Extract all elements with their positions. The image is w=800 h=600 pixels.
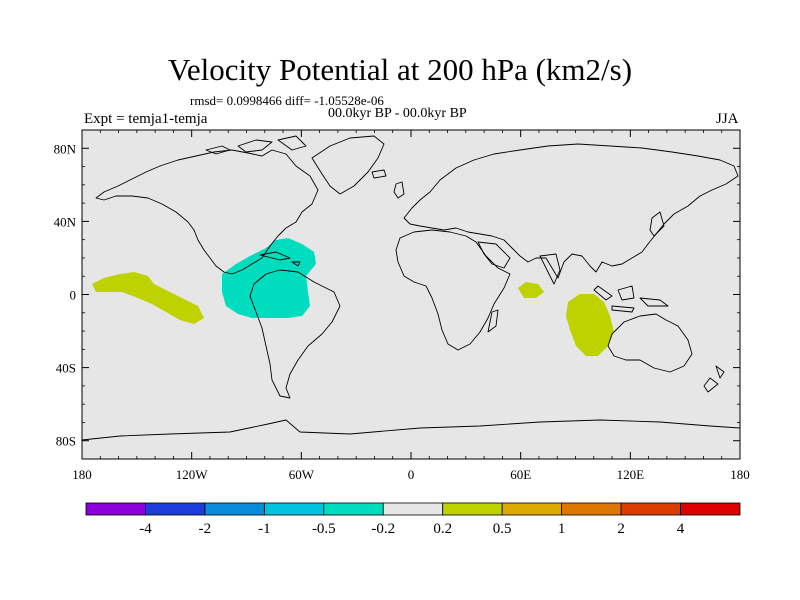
coastline-arctic-islands [205, 135, 307, 155]
lon-tick-label: 60W [289, 467, 315, 482]
coastline-south-america [249, 269, 341, 399]
colorbar-label: 2 [617, 521, 625, 537]
colorbar-swatch [263, 502, 325, 516]
colorbar-swatch [323, 502, 384, 516]
colorbar-label: 4 [677, 521, 685, 537]
colorbar-label: -1 [258, 521, 271, 537]
colorbar-label: 1 [558, 521, 566, 537]
colorbar-swatch [204, 502, 265, 516]
lon-tick-label: 180 [730, 467, 750, 482]
colorbar-label: -2 [199, 521, 212, 537]
colorbar: -4 -2 -1 -0.5 -0.2 0.2 0.5 1 2 4 [85, 502, 741, 537]
map-background [82, 130, 740, 459]
colorbar-label: -0.5 [312, 521, 336, 537]
colorbar-swatch [382, 502, 444, 516]
anomaly-region-central-pacific [92, 272, 204, 324]
anomaly-region-tropical-americas [222, 238, 316, 318]
coastline-japan [649, 211, 665, 237]
anomaly-region-eastern-indian-ocean [566, 294, 614, 356]
lon-tick-label: 180 [72, 467, 92, 482]
colorbar-label: 0.5 [493, 521, 512, 537]
coastline-eurasia [403, 143, 739, 279]
colorbar-swatch [620, 502, 681, 516]
lat-tick-label: 80N [54, 141, 77, 156]
lon-tick-label: 60E [510, 467, 531, 482]
coastline-iceland [371, 169, 387, 179]
colorbar-label: 0.2 [433, 521, 452, 537]
colorbar-label: -4 [139, 521, 152, 537]
chart-title: Velocity Potential at 200 hPa (km2/s) [167, 52, 633, 87]
colorbar-label: -0.2 [371, 521, 395, 537]
lat-tick-label: 0 [70, 288, 77, 303]
coastline-indonesia [593, 285, 669, 313]
coastline-new-zealand [703, 365, 725, 393]
coastline-north-america [95, 149, 319, 275]
colorbar-swatch [442, 502, 503, 516]
lon-tick-label: 120W [176, 467, 209, 482]
map-axis-ticks: 180 120W 60W 0 60E 120E 180 80N 40N 0 40S 80S [54, 130, 750, 482]
experiment-label: Expt = temja1-temja [84, 111, 208, 127]
coastline-madagascar [487, 309, 499, 333]
period-label: 00.0kyr BP - 00.0kyr BP [328, 106, 467, 121]
colorbar-swatch [561, 502, 622, 516]
coastline-australia [607, 313, 693, 373]
colorbar-swatch [501, 502, 563, 516]
coastline-arabia [477, 241, 511, 269]
lat-tick-label: 40N [54, 214, 77, 229]
coastline-antarctica [81, 419, 741, 441]
coastline-india [539, 253, 561, 285]
coastlines [81, 135, 741, 441]
colorbar-swatch [680, 502, 741, 516]
lon-tick-label: 120E [617, 467, 645, 482]
anomaly-regions [92, 238, 614, 356]
coastline-africa [395, 229, 511, 351]
coastline-british-isles [393, 181, 405, 199]
colorbar-swatch [85, 502, 146, 516]
lon-tick-label: 0 [408, 467, 415, 482]
rmsd-diff-stats: rmsd= 0.0998466 diff= -1.05528e-06 [190, 93, 384, 108]
coastline-greenland [311, 135, 385, 195]
season-label: JJA [716, 111, 739, 127]
coastline-caribbean [259, 251, 301, 267]
lat-tick-label: 40S [56, 361, 76, 376]
anomaly-region-western-indian-ocean [518, 282, 544, 298]
lat-tick-label: 80S [56, 434, 76, 449]
colorbar-swatch [145, 502, 206, 516]
